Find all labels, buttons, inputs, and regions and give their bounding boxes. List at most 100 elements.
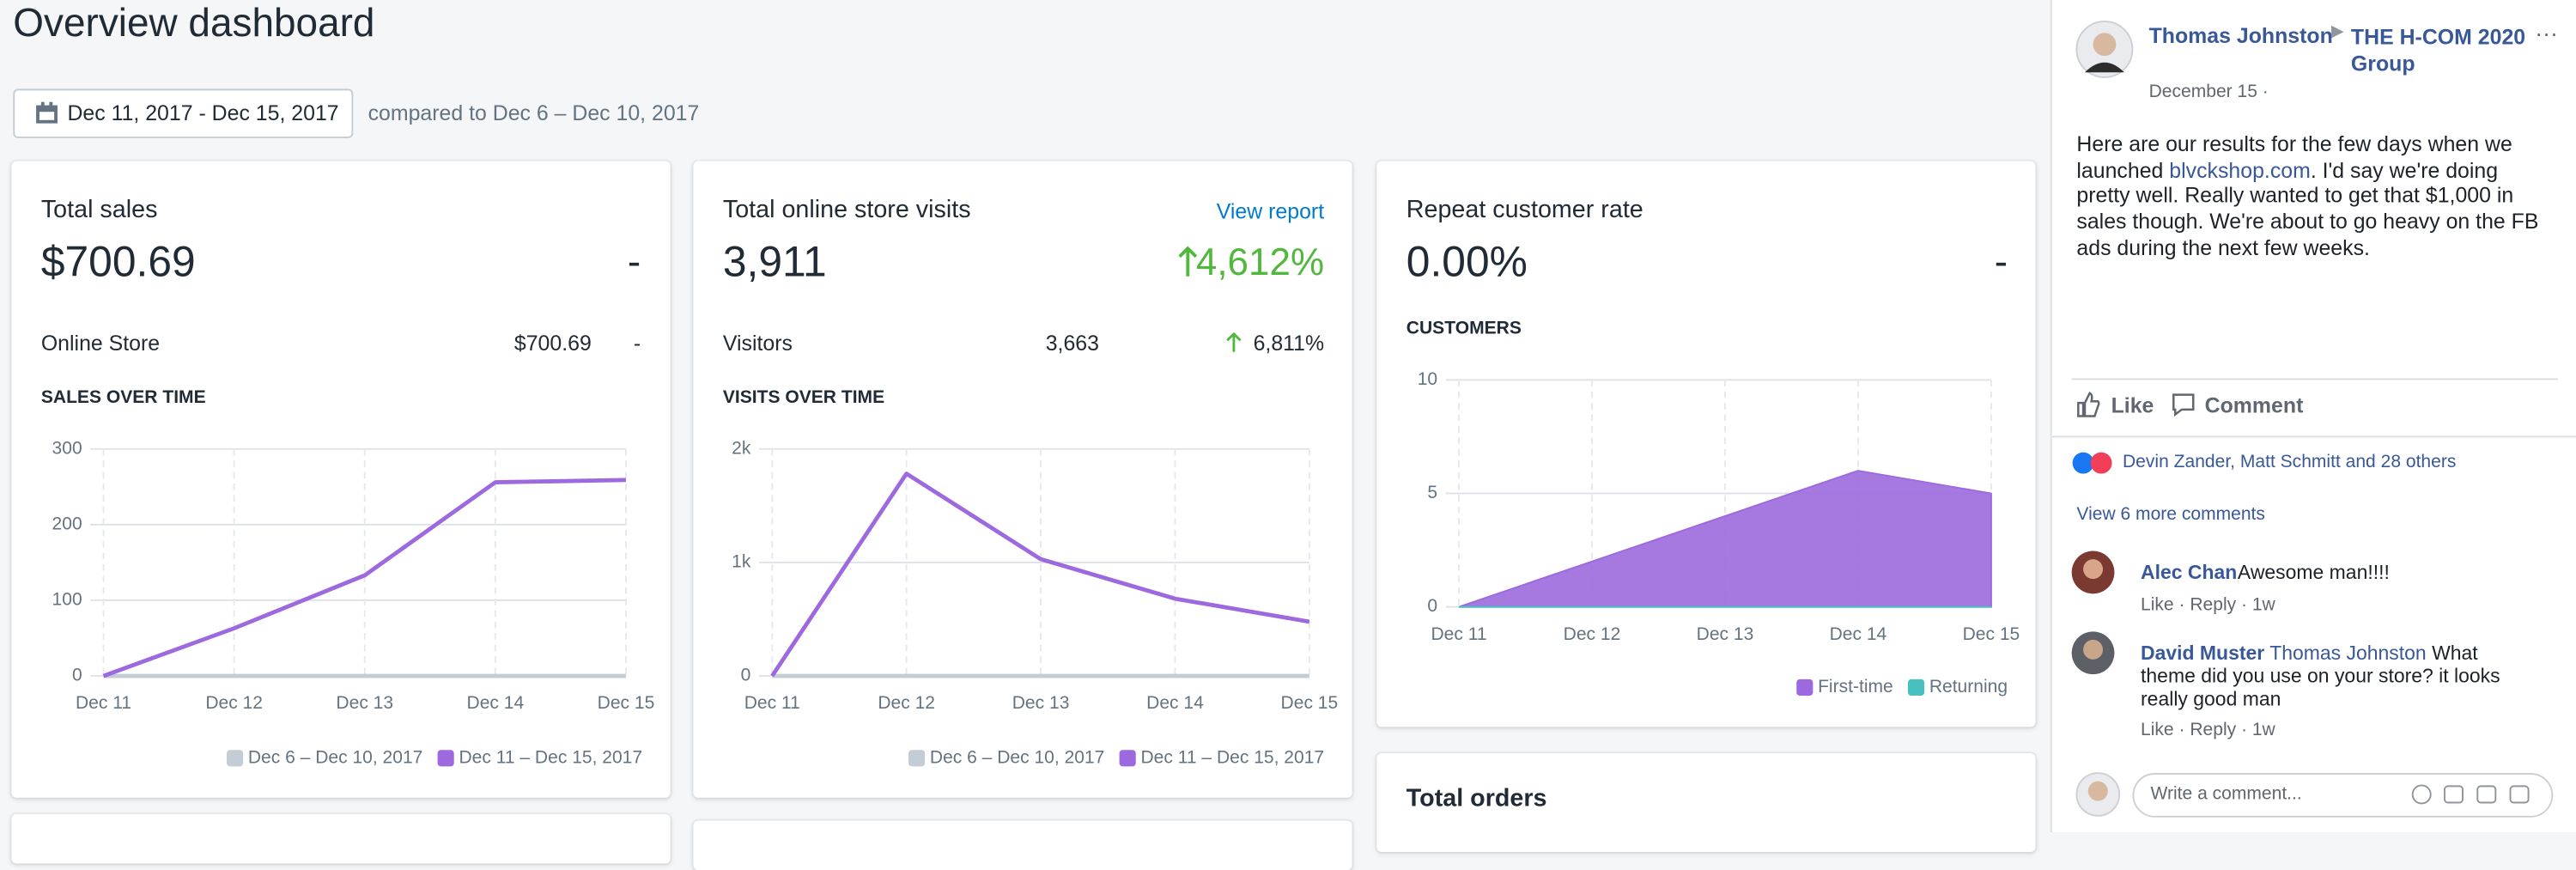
y-tick-label: 0 [741,666,751,685]
comment-author[interactable]: David Muster [2141,641,2265,665]
view-report-link[interactable]: View report [1216,198,1325,224]
legend-swatch [1119,750,1136,767]
body-link[interactable]: blvckshop.com [2169,157,2311,182]
comment-author[interactable]: Alec Chan [2141,561,2238,584]
legend-label: Dec 11 – Dec 15, 2017 [459,747,642,767]
post-date: December 15 · [2148,82,2269,102]
divider [2071,378,2559,380]
calendar-icon [36,101,58,124]
legend-swatch [1796,678,1814,697]
comment-tag[interactable]: Thomas Johnston [2269,641,2427,665]
y-tick-label: 0 [1427,596,1437,616]
author[interactable]: Thomas Johnston [2148,22,2333,48]
dashboard: Overview dashboard Dec 11, 2017 - Dec 15… [11,0,2576,870]
chart-title: CUSTOMERS [1406,319,1522,339]
arrow-icon: ▶ [2330,22,2344,41]
x-tick-label: Dec 15 [1963,624,2020,644]
comment-meta: Like · Reply · 1w [2141,595,2275,616]
line [770,472,1310,678]
x-tick-label: Dec 14 [1146,693,1204,713]
x-tick-label: Dec 13 [336,693,393,713]
body-text: Here are our results for the few days wh… [2076,131,2512,182]
card-change: - [1994,240,2008,285]
chart-title: VISITS OVER TIME [722,387,885,408]
comment-text: Awesome man!!!! [2237,561,2390,584]
card [1376,161,2036,727]
y-tick-label: 10 [1418,369,1437,389]
x-tick-label: Dec 15 [1281,693,1339,713]
card-change: 4,612% [1195,240,1325,283]
y-tick-label: 300 [52,438,82,458]
input-icons [2411,784,2530,805]
x-tick-label: Dec 12 [1564,624,1621,644]
card-change: - [627,240,641,285]
avatar [2071,631,2115,675]
avatar [2075,20,2134,78]
divider [2051,435,2576,438]
legend-label: Returning [1929,677,2008,697]
line [102,478,627,678]
x-tick-label: Dec 13 [1012,693,1070,713]
like-button[interactable]: Like [2111,392,2154,418]
y-tick-label: 0 [72,666,82,685]
comment: David Muster Thomas Johnston What theme … [2141,642,2502,710]
card-value: 0.00% [1406,236,1528,287]
reactions[interactable]: Devin Zander, Matt Schmitt and 28 others [2122,452,2457,472]
legend-swatch [1907,678,1925,697]
card-title: Repeat customer rate [1406,195,1643,224]
comment-meta: Like · Reply · 1w [2141,720,2275,740]
y-tick-label: 100 [52,590,82,610]
page-title: Overview dashboard [13,1,375,46]
x-tick-label: Dec 11 [76,693,131,713]
comment-placeholder: Write a comment... [2150,784,2302,805]
post-body: Here are our results for the few days wh… [2076,131,2556,260]
x-tick-label: Dec 12 [205,693,263,713]
body-text: . I'd say we're doing pretty well. Reall… [2076,157,2539,260]
x-tick-label: Dec 11 [744,693,800,713]
legend-label: First-time [1818,677,1893,697]
card-value: 3,911 [722,236,827,287]
x-tick-label: Dec 12 [878,693,935,713]
row-value: 3,663 [1045,330,1099,356]
x-tick-label: Dec 15 [598,693,655,713]
like-icon [2077,392,2100,417]
avatar [2075,772,2121,817]
up-arrow [1226,332,1242,352]
facebook-post: Thomas Johnston ▶ THE H-COM 2020 Group ·… [2050,0,2576,832]
area [1458,470,1992,608]
legend-swatch [908,750,926,767]
y-tick-label: 200 [52,514,82,533]
y-tick-label: 1k [732,551,751,571]
row-label: Online Store [40,330,161,356]
chart-title: SALES OVER TIME [40,387,206,408]
page: Overview dashboard Dec 11, 2017 - Dec 15… [11,0,2576,870]
card-title: Total orders [1406,784,1547,813]
comment-button[interactable]: Comment [2204,392,2304,418]
legend-label: Dec 6 – Dec 10, 2017 [930,747,1105,767]
card-title: Total online store visits [722,195,971,224]
y-tick-label: 2k [732,438,751,458]
legend-swatch [437,750,454,767]
card [693,161,1352,798]
card-value: $700.69 [40,236,196,287]
up-arrow [1178,246,1198,277]
x-tick-label: Dec 14 [467,693,525,713]
comment-input[interactable] [2132,773,2554,818]
legend-label: Dec 6 – Dec 10, 2017 [248,747,423,767]
more-icon[interactable]: ··· [2535,19,2559,46]
card-title: Total sales [40,195,158,224]
reaction-icons [2072,452,2112,474]
date-picker[interactable] [13,88,354,138]
date-range: Dec 11, 2017 - Dec 15, 2017 [67,100,339,125]
avatar [2071,551,2115,594]
legend-label: Dec 11 – Dec 15, 2017 [1140,747,1324,767]
comment-icon [2172,393,2195,417]
group[interactable]: THE H-COM 2020 Group [2350,24,2526,76]
y-tick-label: 5 [1427,483,1437,502]
x-tick-label: Dec 13 [1697,624,1754,644]
legend-swatch [226,750,244,767]
x-tick-label: Dec 14 [1830,624,1887,644]
view-more-comments[interactable]: View 6 more comments [2076,504,2265,525]
compared-text: compared to Dec 6 – Dec 10, 2017 [368,100,700,125]
